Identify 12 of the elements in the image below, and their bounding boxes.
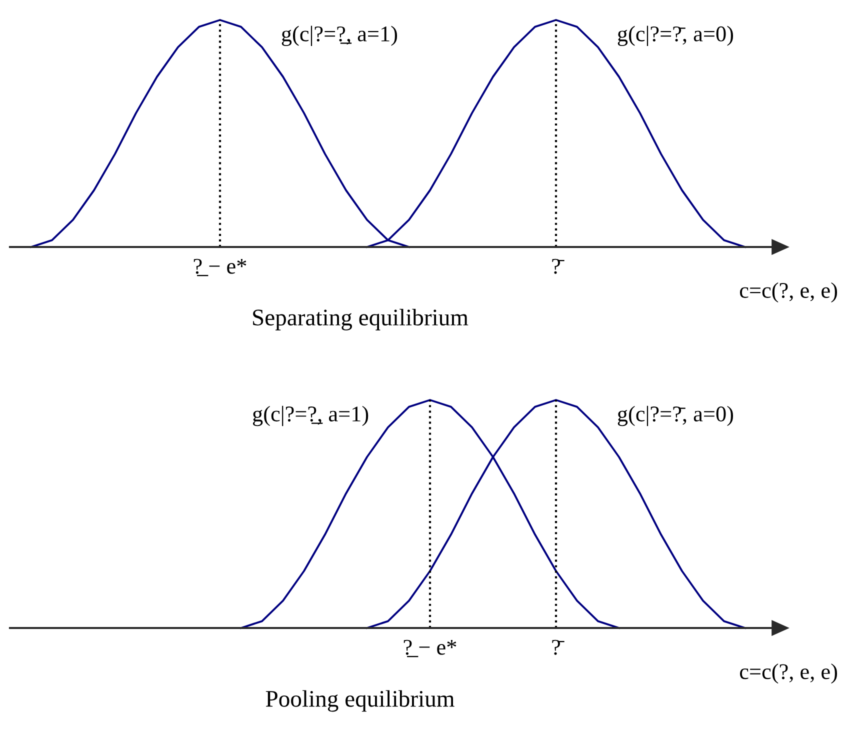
x-tick-label: ?̄	[552, 258, 564, 274]
x-tick-label: ?̲ − e*	[404, 640, 456, 658]
x-axis-title: c=c(?, e, e)	[740, 282, 838, 302]
series-label: g(c|?=?̲, a=1)	[252, 406, 368, 426]
series-label: g(c|?=?̄, a=0)	[618, 406, 734, 426]
series-label: g(c|?=?̄, a=0)	[618, 26, 734, 46]
x-axis-title: c=c(?, e, e)	[740, 664, 838, 684]
text: Separating equilibrium	[253, 308, 468, 330]
text: Pooling equilibrium	[266, 690, 454, 712]
series-label: g(c|?=?̲, a=1)	[282, 26, 398, 46]
x-tick-label: ?̲ − e*	[194, 258, 246, 276]
x-tick-label: ?̄	[552, 640, 564, 655]
